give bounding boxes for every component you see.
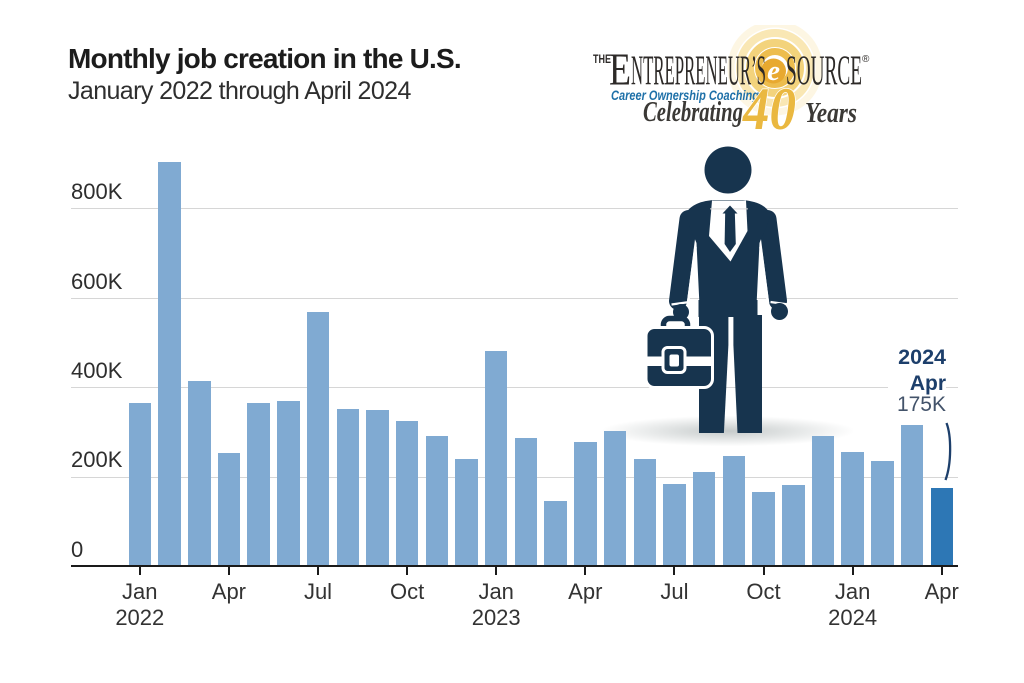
- svg-text:e: e: [767, 55, 780, 87]
- svg-text:Career Ownership Coaching: Career Ownership Coaching: [611, 88, 760, 103]
- svg-text:Celebrating: Celebrating: [643, 96, 743, 128]
- svg-text:SOURCE: SOURCE: [786, 49, 862, 95]
- svg-text:Years: Years: [805, 97, 857, 129]
- svg-text:®: ®: [862, 54, 870, 65]
- svg-text:THE: THE: [593, 54, 611, 66]
- svg-text:E: E: [609, 45, 631, 95]
- svg-text:NTREPRENEUR’S: NTREPRENEUR’S: [631, 49, 766, 95]
- svg-text:40: 40: [742, 76, 796, 140]
